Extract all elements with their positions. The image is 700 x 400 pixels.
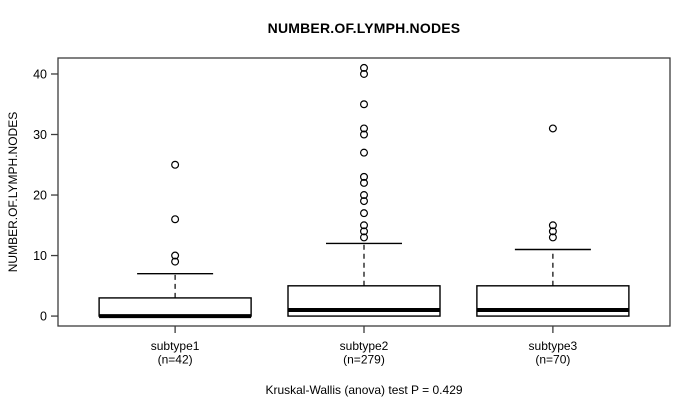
group-sublabel: (n=70) xyxy=(535,353,570,367)
outlier-point xyxy=(360,227,369,236)
group-sublabel: (n=42) xyxy=(158,353,193,367)
group-label: subtype3 xyxy=(529,339,578,353)
y-tick-label: 20 xyxy=(33,188,47,202)
outlier-point xyxy=(360,148,369,157)
outlier-point xyxy=(171,257,180,266)
outlier-point xyxy=(360,130,369,139)
outlier-point xyxy=(171,215,180,224)
outlier-point xyxy=(171,251,180,260)
group-label: subtype1 xyxy=(151,339,200,353)
outlier-point xyxy=(548,233,557,242)
outlier-point xyxy=(548,124,557,133)
y-tick-label: 0 xyxy=(40,309,47,323)
box-subtype1 xyxy=(98,297,252,317)
outlier-point xyxy=(360,63,369,72)
chart-title: NUMBER.OF.LYMPH.NODES xyxy=(267,20,461,36)
outlier-point xyxy=(360,209,369,218)
outlier-point xyxy=(360,172,369,181)
outlier-point xyxy=(171,160,180,169)
outlier-point xyxy=(360,221,369,230)
outlier-point xyxy=(360,124,369,133)
outlier-point xyxy=(548,227,557,236)
outlier-point xyxy=(548,221,557,230)
outlier-point xyxy=(360,233,369,242)
outlier-point xyxy=(360,178,369,187)
y-tick-label: 30 xyxy=(33,128,47,142)
outlier-point xyxy=(360,197,369,206)
outlier-point xyxy=(360,191,369,200)
y-tick-label: 40 xyxy=(33,67,47,81)
outlier-point xyxy=(360,100,369,109)
y-tick-label: 10 xyxy=(33,249,47,263)
group-sublabel: (n=279) xyxy=(343,353,385,367)
stat-test-caption: Kruskal-Wallis (anova) test P = 0.429 xyxy=(265,383,463,397)
outlier-point xyxy=(360,69,369,78)
group-label: subtype2 xyxy=(340,339,389,353)
